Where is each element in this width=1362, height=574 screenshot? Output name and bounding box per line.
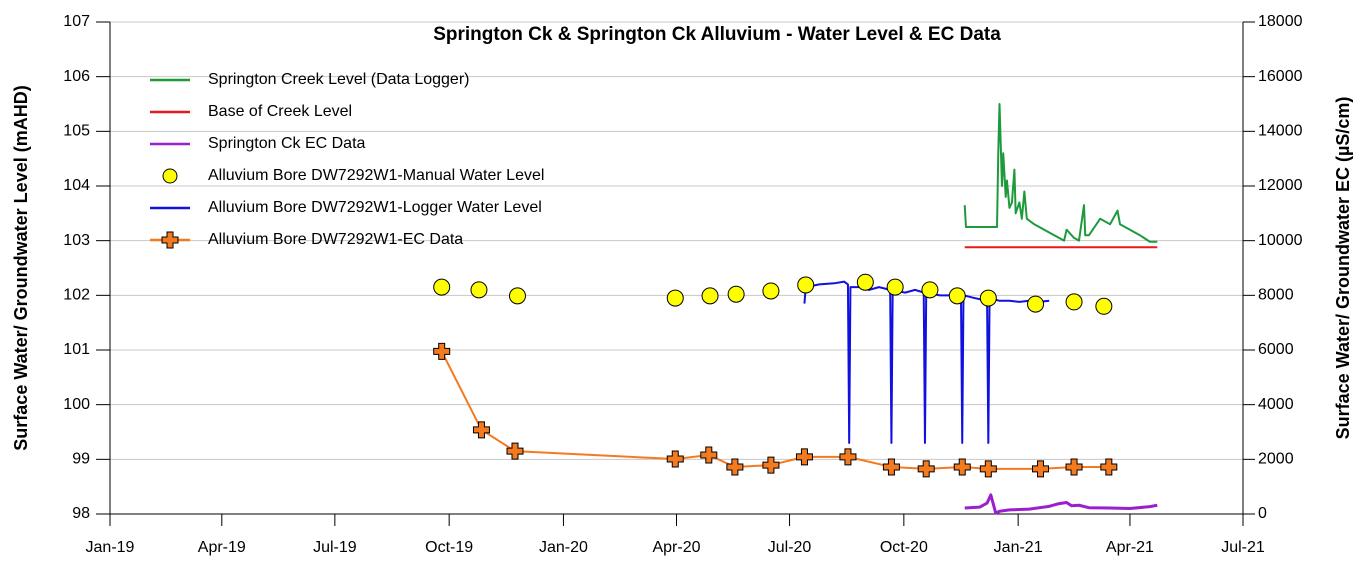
x-tick-label: Jul-20 (768, 539, 812, 556)
y2-tick-label: 16000 (1258, 68, 1303, 85)
y-tick-label: 107 (63, 13, 90, 30)
marker (470, 281, 488, 299)
y2-tick-label: 2000 (1258, 451, 1294, 468)
y-axis-label: Surface Water/ Groundwater Level (mAHD) (11, 85, 31, 450)
legend-text: Springton Ck EC Data (208, 135, 366, 152)
y2-tick-label: 18000 (1258, 13, 1303, 30)
marker (433, 278, 451, 296)
y2-axis-label: Surface Water/ Groundwater EC (µS/cm) (1333, 97, 1353, 440)
marker (979, 460, 997, 478)
y2-tick-label: 14000 (1258, 123, 1303, 140)
marker (882, 458, 900, 476)
marker (1100, 458, 1118, 476)
marker (953, 458, 971, 476)
y-tick-label: 106 (63, 68, 90, 85)
marker (700, 446, 718, 464)
marker (1065, 293, 1083, 311)
marker (795, 448, 813, 466)
marker (921, 281, 939, 299)
series-line (963, 103, 1158, 243)
marker (666, 289, 684, 307)
legend-symbol (162, 168, 178, 184)
x-tick-label: Jan-19 (86, 539, 135, 556)
marker (472, 421, 490, 439)
marker (1027, 295, 1045, 313)
y-tick-label: 100 (63, 396, 90, 413)
y-tick-label: 99 (72, 451, 90, 468)
legend: Springton Creek Level (Data Logger) Base … (150, 71, 544, 249)
legend-text: Alluvium Bore DW7292W1-Manual Water Leve… (208, 167, 544, 184)
y-tick-label: 101 (63, 341, 90, 358)
y2-tick-label: 12000 (1258, 177, 1303, 194)
marker (666, 450, 684, 468)
series-line (803, 280, 1050, 444)
marker (727, 285, 745, 303)
marker (1065, 458, 1083, 476)
marker (701, 287, 719, 305)
x-tick-label: Jan-20 (539, 539, 588, 556)
chart-title: Springton Ck & Springton Ck Alluvium - W… (433, 24, 1001, 45)
marker (506, 442, 524, 460)
y2-tick-label: 4000 (1258, 396, 1294, 413)
x-tick-label: Jan-21 (994, 539, 1043, 556)
x-tick-label: Jul-19 (313, 539, 357, 556)
marker (1095, 297, 1113, 315)
marker (917, 460, 935, 478)
x-tick-label: Apr-21 (1106, 539, 1154, 556)
y-tick-label: 104 (63, 177, 90, 194)
marker (979, 289, 997, 307)
x-tick-label: Apr-19 (198, 539, 246, 556)
x-tick-label: Jul-21 (1221, 539, 1265, 556)
marker (948, 287, 966, 305)
y2-tick-label: 10000 (1258, 232, 1303, 249)
legend-symbol (161, 231, 179, 249)
y2-tick-label: 0 (1258, 505, 1267, 522)
marker (762, 282, 780, 300)
marker (886, 278, 904, 296)
series-line (440, 350, 1109, 470)
legend-text: Alluvium Bore DW7292W1-EC Data (208, 231, 463, 248)
legend-text: Alluvium Bore DW7292W1-Logger Water Leve… (208, 199, 542, 216)
marker (726, 458, 744, 476)
y-tick-label: 98 (72, 505, 90, 522)
x-tick-label: Apr-20 (652, 539, 700, 556)
legend-text: Springton Creek Level (Data Logger) (208, 71, 469, 88)
legend-text: Base of Creek Level (208, 103, 352, 120)
y-tick-label: 102 (63, 287, 90, 304)
marker (856, 273, 874, 291)
marker (839, 448, 857, 466)
y-tick-label: 103 (63, 232, 90, 249)
y-tick-label: 105 (63, 123, 90, 140)
marker (508, 287, 526, 305)
marker (1032, 460, 1049, 478)
marker (797, 276, 815, 294)
series-line (964, 493, 1158, 515)
x-tick-label: Oct-20 (880, 539, 928, 556)
x-tick-label: Oct-19 (425, 539, 473, 556)
y2-tick-label: 6000 (1258, 341, 1294, 358)
marker (762, 456, 780, 474)
marker (433, 342, 451, 360)
y2-tick-label: 8000 (1258, 287, 1294, 304)
